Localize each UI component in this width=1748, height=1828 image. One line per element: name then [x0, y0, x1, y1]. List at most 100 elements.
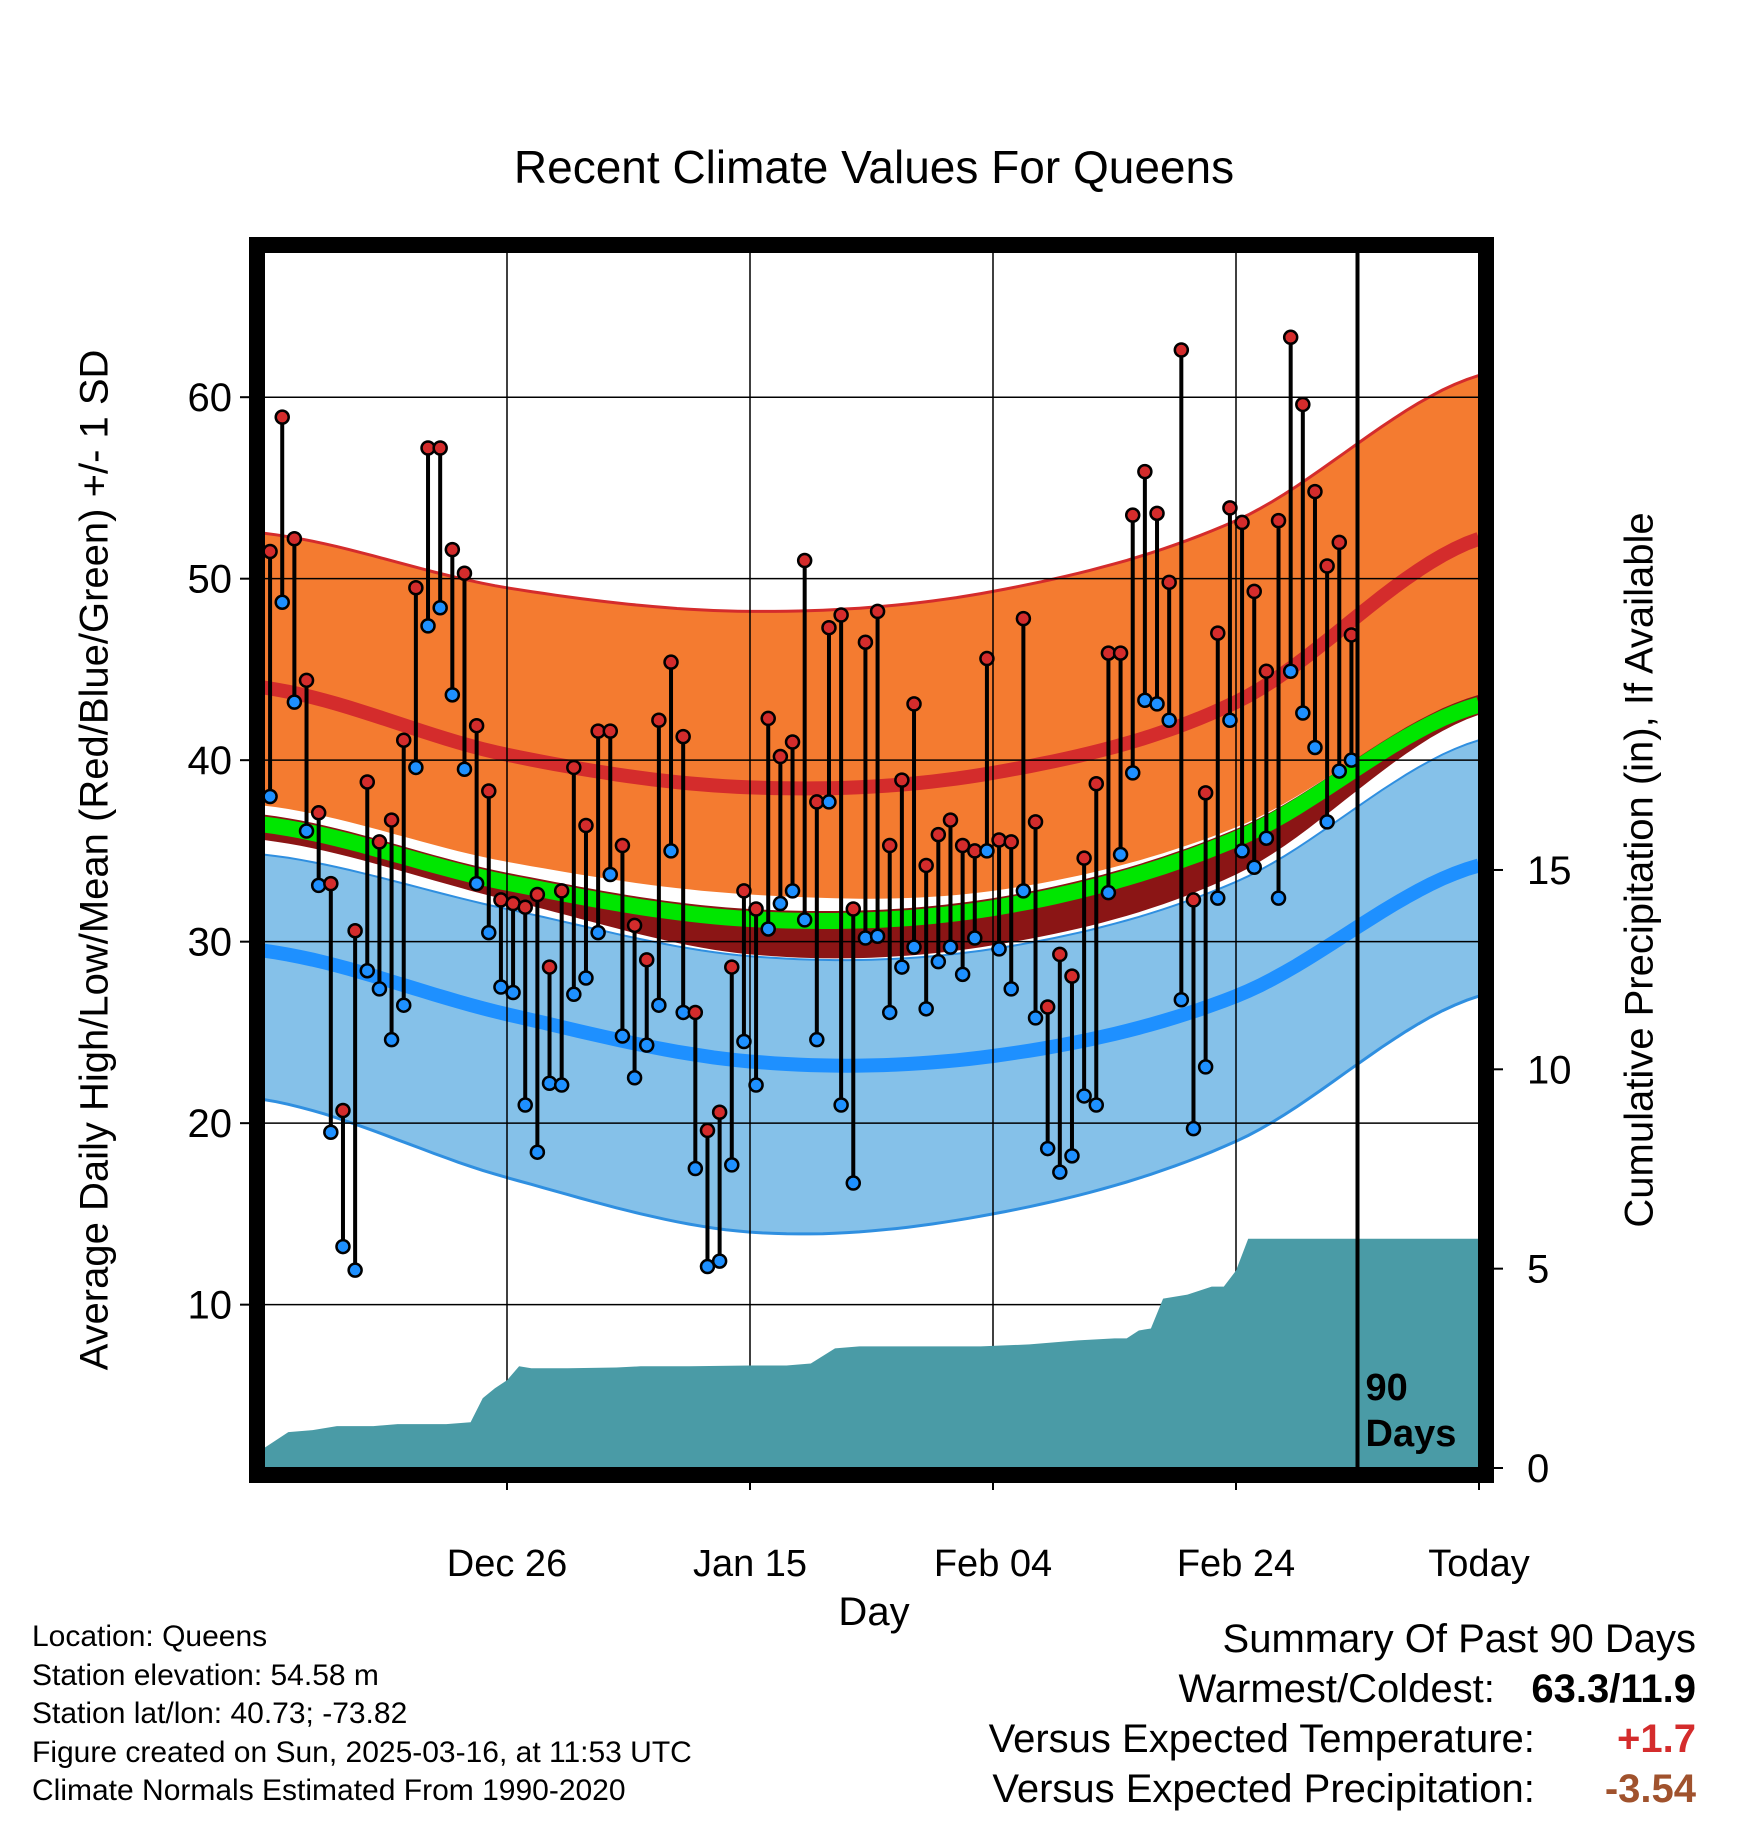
daily-low-point	[1295, 705, 1311, 721]
warm-cold-label: Warmest/Coldest:	[1178, 1667, 1495, 1711]
daily-high-point	[1197, 785, 1214, 801]
daily-low-point	[1112, 846, 1129, 863]
daily-high-point	[347, 923, 363, 939]
daily-low-point	[724, 1157, 740, 1173]
daily-high-point	[1319, 558, 1335, 574]
daily-low-point	[857, 930, 874, 946]
y2-tick-label: 0	[1527, 1447, 1549, 1491]
daily-high-point	[1027, 814, 1044, 830]
daily-low-point	[614, 1028, 631, 1044]
daily-low-point	[298, 823, 315, 839]
daily-high-point	[286, 531, 303, 547]
daily-high-point	[869, 603, 886, 620]
daily-low-point	[602, 866, 619, 883]
elevation-text: Station elevation: 54.58 m	[32, 1658, 379, 1692]
daily-high-point	[298, 672, 315, 689]
daily-low-point	[578, 970, 594, 986]
daily-low-point	[420, 618, 436, 634]
daily-high-point	[481, 783, 497, 799]
daily-high-point	[772, 748, 789, 765]
daily-low-point	[1282, 663, 1299, 679]
daily-high-point	[456, 565, 473, 581]
daily-low-point	[796, 912, 813, 928]
low-sd-upper-line	[264, 739, 1479, 962]
daily-low-point	[590, 924, 606, 941]
summary-temp: Versus Expected Temperature: +1.7	[796, 1714, 1696, 1764]
daily-high-point	[881, 837, 898, 854]
daily-high-point	[626, 917, 643, 934]
daily-high-point	[760, 710, 776, 727]
daily-low-point	[383, 1031, 400, 1048]
daily-low-point	[553, 1077, 570, 1093]
daily-low-point	[760, 921, 776, 937]
today-marker-label: 90	[1366, 1367, 1408, 1409]
daily-low-point	[1258, 830, 1275, 846]
daily-low-point	[833, 1097, 849, 1113]
daily-high-point	[894, 772, 910, 788]
daily-low-point	[748, 1077, 764, 1093]
daily-low-point	[663, 843, 679, 859]
daily-low-point	[432, 599, 448, 616]
precip-value: -3.54	[1604, 1767, 1696, 1811]
daily-high-point	[724, 959, 740, 975]
daily-low-point	[1161, 712, 1177, 729]
daily-low-point	[711, 1253, 728, 1269]
daily-low-point	[906, 939, 922, 955]
daily-low-point	[918, 1001, 934, 1017]
daily-high-point	[651, 712, 667, 729]
daily-low-point	[1331, 763, 1348, 779]
daily-high-point	[906, 696, 922, 712]
daily-low-point	[371, 981, 388, 997]
daily-low-point	[930, 953, 947, 970]
x-axis-label: Day	[838, 1590, 910, 1634]
daily-high-point	[1003, 834, 1019, 850]
daily-high-point	[1088, 776, 1105, 792]
daily-low-point	[1124, 765, 1141, 781]
daily-low-point	[736, 1033, 752, 1050]
daily-low-point	[772, 895, 789, 912]
cumulative-precip-area	[264, 1238, 1479, 1468]
daily-high-point	[711, 1104, 728, 1121]
daily-high-point	[335, 1102, 351, 1119]
daily-low-point	[493, 979, 509, 995]
daily-low-point	[264, 788, 278, 805]
daily-low-point	[408, 759, 424, 776]
y2-tick-label: 5	[1527, 1248, 1549, 1292]
daily-high-point	[274, 409, 290, 425]
daily-high-point	[1124, 507, 1141, 523]
daily-low-point	[1100, 884, 1117, 901]
daily-high-point	[675, 728, 691, 745]
station-info: Location: Queens Station elevation: 54.5…	[32, 1618, 692, 1811]
daily-low-point	[517, 1097, 533, 1113]
daily-low-point	[395, 997, 412, 1013]
daily-high-point	[1076, 850, 1092, 866]
summary-heading: Summary Of Past 90 Days	[1222, 1617, 1696, 1661]
daily-high-point	[578, 817, 594, 834]
temp-label: Versus Expected Temperature:	[988, 1717, 1535, 1761]
daily-low-point	[809, 1031, 825, 1048]
daily-low-point	[638, 1037, 655, 1053]
daily-high-point	[359, 774, 376, 790]
daily-high-point	[1222, 500, 1238, 516]
daily-low-point	[323, 1124, 339, 1140]
daily-low-point	[1076, 1088, 1092, 1104]
daily-high-point	[371, 834, 388, 850]
daily-high-point	[1331, 534, 1348, 551]
daily-low-point	[1270, 890, 1287, 906]
y-tick-label: 30	[188, 921, 233, 965]
daily-high-point	[638, 952, 655, 968]
low-sd-lower-line	[264, 994, 1479, 1236]
daily-high-point	[687, 1004, 704, 1021]
daily-low-point	[869, 928, 886, 944]
daily-low-point	[529, 1144, 546, 1160]
x-tick-label: Feb 04	[934, 1543, 1052, 1585]
daily-high-point	[517, 899, 533, 915]
daily-high-point	[1258, 663, 1275, 679]
low-sd-band	[264, 740, 1479, 1234]
daily-low-point	[541, 1075, 558, 1091]
summary-panel: Summary Of Past 90 Days Warmest/Coldest:…	[796, 1614, 1696, 1814]
daily-low-point	[1197, 1059, 1214, 1075]
daily-high-point	[748, 901, 764, 917]
